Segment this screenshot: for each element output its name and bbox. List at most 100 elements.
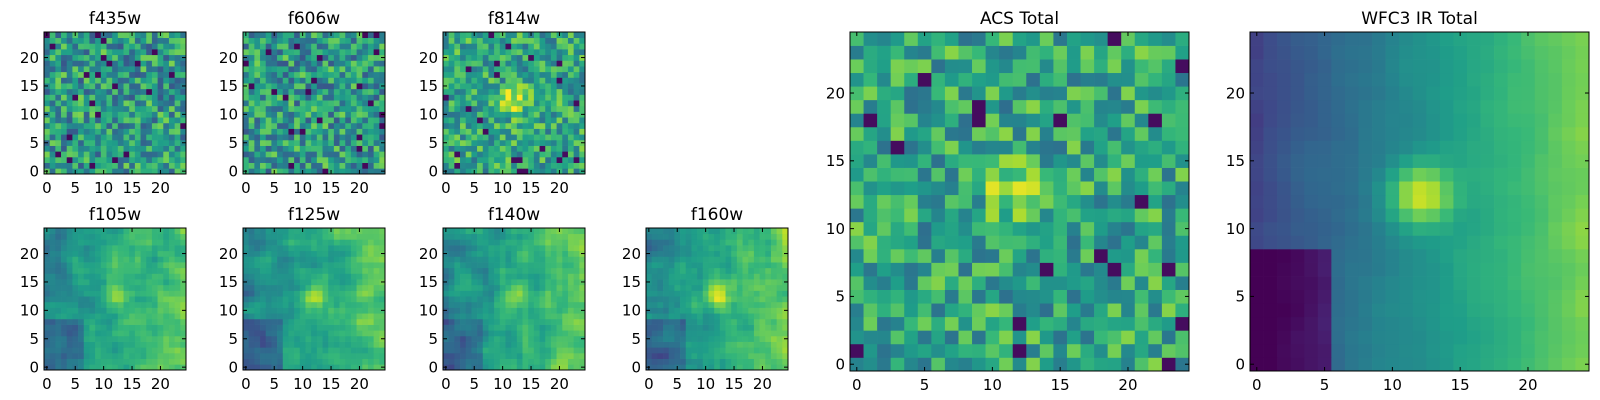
- axes-frame: [43, 31, 187, 175]
- heatmap-cell: [282, 151, 289, 158]
- heatmap-cell: [163, 233, 170, 240]
- heatmap-cell: [83, 128, 90, 135]
- heatmap-cell: [356, 335, 363, 342]
- heatmap-cell: [499, 71, 506, 78]
- heatmap-cell: [277, 71, 284, 78]
- heatmap-cell: [243, 151, 250, 158]
- heatmap-cell: [151, 49, 158, 56]
- heatmap-cell: [112, 313, 119, 320]
- heatmap-cell: [299, 284, 306, 291]
- heatmap-cell: [736, 273, 743, 280]
- heatmap-cell: [488, 279, 495, 286]
- heatmap-cell: [488, 364, 495, 371]
- heatmap-cell: [522, 358, 529, 365]
- heatmap-cell: [674, 335, 681, 342]
- heatmap-cell: [89, 347, 96, 354]
- heatmap-cell: [539, 94, 546, 101]
- heatmap-cell: [443, 117, 450, 124]
- heatmap-cell: [759, 341, 766, 348]
- heatmap-cell: [100, 37, 107, 44]
- heatmap-cell: [44, 358, 51, 365]
- heatmap-cell: [134, 318, 141, 325]
- heatmap-cell: [379, 105, 386, 112]
- heatmap-cell: [328, 37, 335, 44]
- heatmap-cell: [288, 32, 295, 39]
- heatmap-cell: [243, 347, 250, 354]
- heatmap-cell: [505, 245, 512, 252]
- heatmap-cell: [668, 301, 675, 308]
- heatmap-cell: [877, 154, 892, 168]
- heatmap-cell: [129, 347, 136, 354]
- heatmap-cell: [61, 239, 68, 246]
- heatmap-cell: [322, 245, 329, 252]
- heatmap-cell: [714, 256, 721, 263]
- heatmap-cell: [545, 156, 552, 163]
- heatmap-cell: [44, 37, 51, 44]
- heatmap-cell: [146, 256, 153, 263]
- heatmap-cell: [562, 117, 569, 124]
- heatmap-cell: [657, 239, 664, 246]
- heatmap-cell: [44, 134, 51, 141]
- heatmap-cell: [299, 60, 306, 67]
- x-tick-label: 15: [321, 375, 340, 393]
- heatmap-cell: [719, 279, 726, 286]
- heatmap-cell: [78, 49, 85, 56]
- heatmap-cell: [72, 301, 79, 308]
- heatmap-cell: [66, 94, 73, 101]
- heatmap-cell: [44, 71, 51, 78]
- heatmap-cell: [917, 262, 932, 277]
- heatmap-cell: [753, 313, 760, 320]
- heatmap-cell: [61, 94, 68, 101]
- heatmap-cell: [305, 250, 312, 257]
- heatmap-cell: [579, 100, 586, 107]
- heatmap-cell: [877, 276, 892, 290]
- heatmap-cell: [333, 347, 340, 354]
- heatmap-cell: [448, 111, 455, 118]
- heatmap-cell: [322, 60, 329, 67]
- heatmap-cell: [277, 122, 284, 129]
- heatmap-cell: [471, 301, 478, 308]
- heatmap-cell: [680, 273, 687, 280]
- heatmap-cell: [573, 313, 580, 320]
- heatmap-cell: [78, 239, 85, 246]
- heatmap-cell: [562, 262, 569, 269]
- heatmap-cell: [294, 117, 301, 124]
- heatmap-cell: [562, 318, 569, 325]
- heatmap-cell: [49, 284, 56, 291]
- heatmap-cell: [362, 156, 369, 163]
- heatmap-cell: [134, 245, 141, 252]
- heatmap-cell: [379, 330, 386, 337]
- heatmap-cell: [505, 279, 512, 286]
- heatmap-cell: [776, 335, 783, 342]
- heatmap-cell: [282, 94, 289, 101]
- heatmap-cell: [129, 290, 136, 297]
- heatmap-cell: [533, 43, 540, 50]
- heatmap-cell: [443, 88, 450, 95]
- heatmap-cell: [282, 37, 289, 44]
- heatmap-cell: [465, 267, 472, 274]
- heatmap-cell: [140, 262, 147, 269]
- heatmap-cell: [556, 100, 563, 107]
- heatmap-cell: [516, 279, 523, 286]
- heatmap-cell: [316, 262, 323, 269]
- heatmap-cell: [174, 250, 181, 257]
- heatmap-cell: [448, 83, 455, 90]
- heatmap-cell: [567, 267, 574, 274]
- heatmap-cell: [277, 145, 284, 152]
- heatmap-cell: [362, 290, 369, 297]
- heatmap-cell: [550, 168, 557, 175]
- heatmap-cell: [305, 83, 312, 90]
- heatmap-cell: [151, 324, 158, 331]
- heatmap-cell: [550, 296, 557, 303]
- heatmap-cell: [117, 233, 124, 240]
- heatmap-cell: [550, 301, 557, 308]
- heatmap-cell: [117, 128, 124, 135]
- heatmap-cell: [282, 296, 289, 303]
- heatmap-cell: [680, 284, 687, 291]
- heatmap-cell: [533, 358, 540, 365]
- heatmap-cell: [505, 122, 512, 129]
- heatmap-cell: [646, 239, 653, 246]
- heatmap-cell: [765, 245, 772, 252]
- heatmap-cell: [477, 279, 484, 286]
- heatmap-cell: [753, 290, 760, 297]
